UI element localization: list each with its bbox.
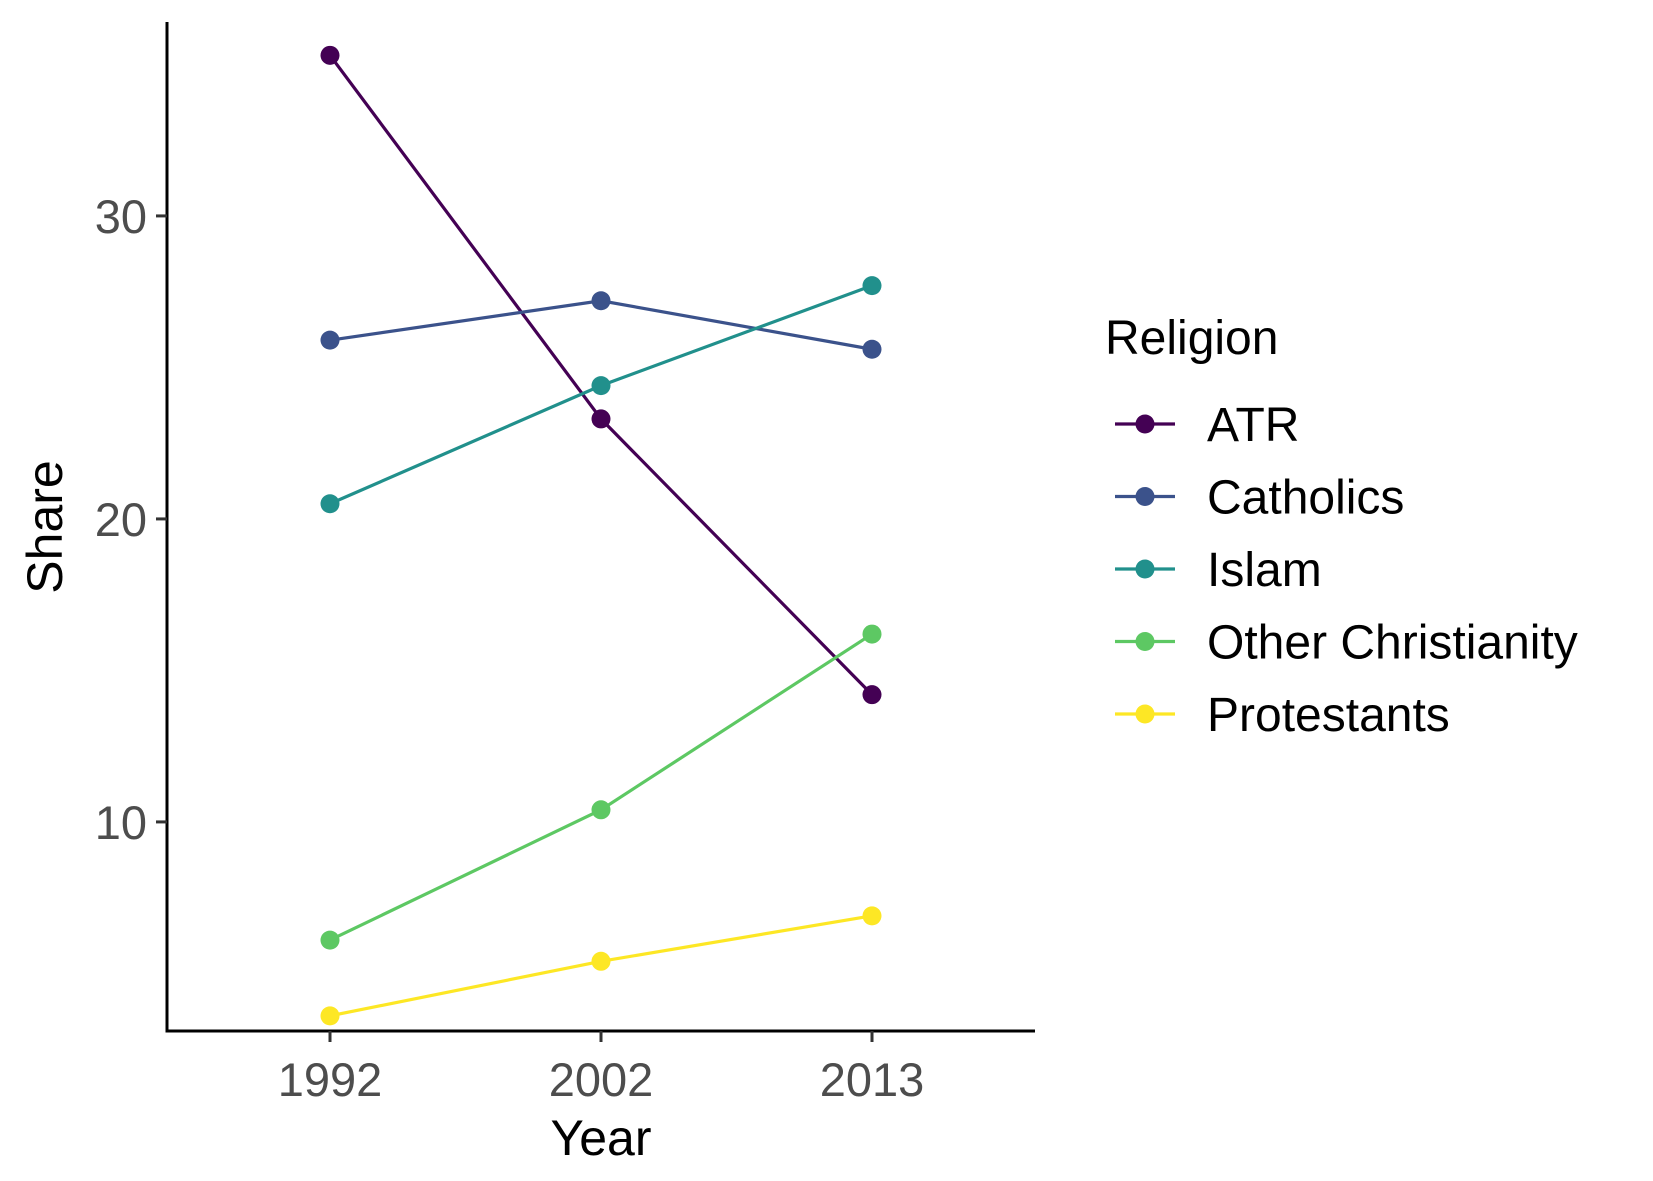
legend-item-catholics: Catholics — [1115, 472, 1404, 525]
data-point-islam — [862, 276, 882, 296]
x-tick-label: 2002 — [549, 1053, 654, 1106]
legend-item-protestants: Protestants — [1115, 689, 1450, 742]
legend-item-atr: ATR — [1115, 399, 1299, 452]
legend-label: Islam — [1207, 544, 1322, 597]
legend-key-point — [1135, 704, 1155, 724]
data-point-atr — [862, 685, 882, 705]
legend-items: ATR Catholics Islam Other Christianity Prote… — [1115, 399, 1578, 742]
y-axis-ticks: 10 20 30 — [95, 190, 167, 849]
data-point-other-christianity — [591, 800, 611, 820]
data-point-other-christianity — [320, 930, 340, 950]
data-point-catholics — [862, 339, 882, 359]
legend-key-point — [1135, 414, 1155, 434]
data-point-protestants — [591, 951, 611, 971]
y-tick-label: 10 — [95, 796, 147, 849]
x-axis-ticks: 1992 2002 2013 — [278, 1031, 925, 1106]
data-point-atr — [320, 45, 340, 65]
x-tick-label: 2013 — [820, 1053, 925, 1106]
data-point-atr — [591, 409, 611, 429]
plot-points — [320, 45, 882, 1026]
legend: Religion ATR Catholics Islam Other Christia… — [1105, 312, 1578, 742]
legend-label: ATR — [1207, 399, 1299, 452]
legend-item-islam: Islam — [1115, 544, 1322, 597]
legend-key-point — [1135, 487, 1155, 506]
legend-key-point — [1135, 632, 1155, 651]
legend-key-point — [1135, 559, 1155, 579]
data-point-catholics — [320, 330, 340, 350]
y-tick-label: 20 — [95, 493, 147, 546]
data-point-protestants — [320, 1006, 340, 1026]
y-tick-label: 30 — [95, 190, 147, 243]
legend-label: Protestants — [1207, 689, 1450, 742]
data-point-protestants — [862, 906, 882, 926]
x-axis-title: Year — [550, 1110, 651, 1166]
legend-title: Religion — [1105, 312, 1278, 365]
y-axis-title: Share — [17, 460, 73, 593]
plot-lines — [328, 54, 874, 1018]
legend-label: Catholics — [1207, 472, 1404, 525]
data-point-islam — [591, 376, 611, 396]
legend-item-other-christianity: Other Christianity — [1115, 617, 1578, 670]
series-line-atr — [328, 54, 874, 696]
data-point-catholics — [591, 291, 611, 311]
legend-label: Other Christianity — [1207, 617, 1578, 670]
x-tick-label: 1992 — [278, 1053, 383, 1106]
data-point-islam — [320, 494, 340, 514]
series-line-other-christianity — [329, 632, 873, 942]
data-point-other-christianity — [862, 624, 882, 644]
